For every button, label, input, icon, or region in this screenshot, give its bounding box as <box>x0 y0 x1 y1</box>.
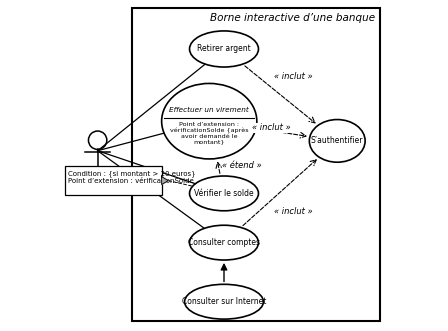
Text: S’authentifier: S’authentifier <box>311 136 363 145</box>
Text: « inclut »: « inclut » <box>274 207 312 216</box>
Ellipse shape <box>190 31 258 67</box>
Text: Retirer argent: Retirer argent <box>197 44 251 54</box>
Bar <box>132 8 380 321</box>
Text: « inclut »: « inclut » <box>252 123 291 132</box>
Ellipse shape <box>185 284 263 319</box>
Text: Consulter sur Internet: Consulter sur Internet <box>182 297 266 306</box>
Ellipse shape <box>190 176 258 211</box>
Text: Client: Client <box>86 185 110 194</box>
Bar <box>65 166 162 195</box>
Polygon shape <box>162 177 168 185</box>
Ellipse shape <box>162 83 257 159</box>
Text: Borne interactive d’une banque: Borne interactive d’une banque <box>210 13 375 23</box>
Ellipse shape <box>190 225 258 260</box>
Text: Point d’extension :
vérificationSolde {après
avoir demandé le
montant}: Point d’extension : vérificationSolde {a… <box>170 122 249 145</box>
Text: Consulter comptes: Consulter comptes <box>188 238 260 247</box>
Ellipse shape <box>309 119 365 162</box>
Text: « inclut »: « inclut » <box>274 72 312 81</box>
Text: Vérifier le solde: Vérifier le solde <box>194 189 254 198</box>
Text: « étend »: « étend » <box>222 161 262 170</box>
Text: Effectuer un virement: Effectuer un virement <box>169 107 249 113</box>
Text: Condition : {si montant > 20 euros}
Point d’extension : vérificationSolde: Condition : {si montant > 20 euros} Poin… <box>68 170 196 184</box>
